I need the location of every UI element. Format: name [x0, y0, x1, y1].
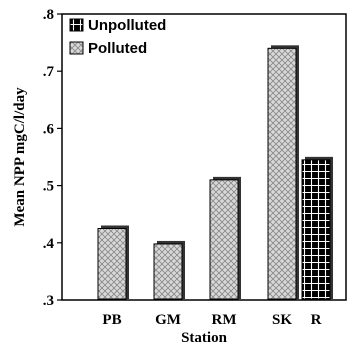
y-axis-title: Mean NPP mgC/l/day [12, 87, 28, 227]
plot-border [61, 13, 347, 301]
x-axis-title: Station [181, 330, 228, 346]
x-tick-label: PB [102, 312, 121, 328]
legend-swatch-unpolluted [69, 18, 84, 32]
x-tick-label: SK [272, 312, 292, 328]
y-tick-label: .4 [43, 236, 55, 252]
bar-polluted-pb [97, 228, 127, 300]
y-tick-label: .5 [43, 179, 54, 195]
y-tick-label: .3 [43, 293, 54, 309]
legend: Unpolluted Polluted [69, 17, 166, 57]
x-tick-label: RM [212, 312, 237, 328]
x-tick-label: R [311, 312, 322, 328]
plot-frame [61, 13, 347, 301]
y-ticks: .3 .4 .5 .6 .7 .8 [43, 7, 62, 309]
x-tick-label: GM [155, 312, 181, 328]
bar-polluted-rm [209, 179, 239, 300]
y-tick-label: .7 [43, 64, 55, 80]
legend-label-unpolluted: Unpolluted [88, 17, 166, 34]
bar-polluted-sk [267, 47, 297, 300]
bar-unpolluted-r [301, 159, 331, 300]
legend-label-polluted: Polluted [88, 40, 147, 57]
legend-swatch-polluted [69, 41, 84, 55]
bars [97, 45, 333, 300]
y-tick-label: .8 [43, 7, 54, 23]
y-tick-label: .6 [43, 121, 55, 137]
x-ticks: PB GM RM SK R [102, 312, 321, 328]
bar-polluted-gm [153, 243, 183, 300]
